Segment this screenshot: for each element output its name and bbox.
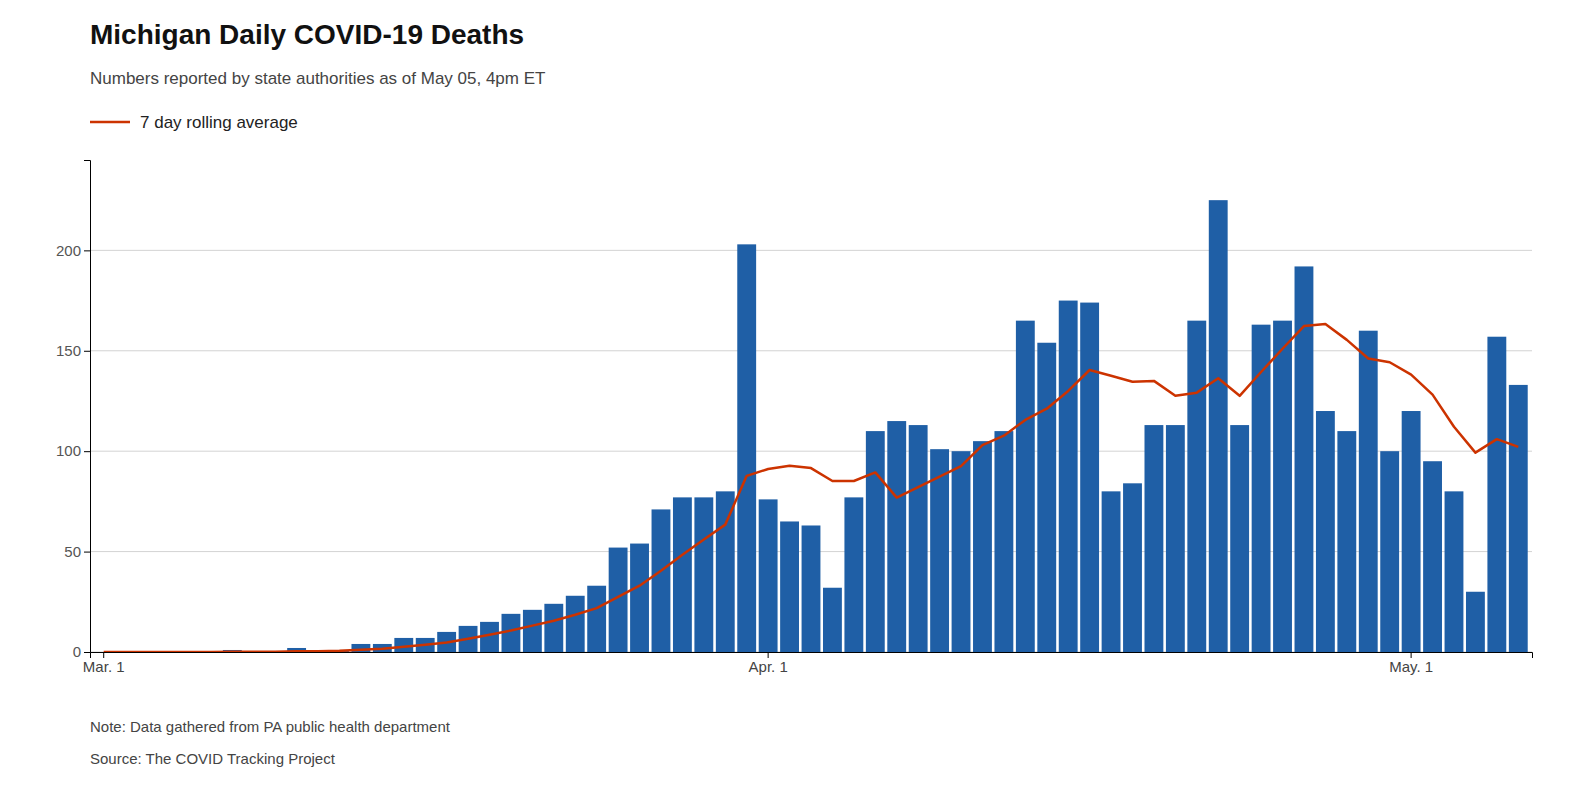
bar — [1423, 461, 1442, 652]
title: Michigan Daily COVID-19 Deaths — [90, 19, 524, 50]
legend-label: 7 day rolling average — [140, 113, 298, 132]
y-tick: 100 — [56, 442, 90, 459]
y-tick-label: 150 — [56, 342, 81, 359]
bar — [1509, 385, 1528, 652]
plot-marks — [104, 200, 1528, 652]
bar — [1209, 200, 1228, 652]
bar — [1187, 321, 1206, 652]
bar — [1123, 483, 1142, 652]
bar — [1016, 321, 1035, 652]
bar — [652, 509, 671, 652]
bar — [1037, 343, 1056, 652]
bar — [1445, 491, 1464, 652]
y-tick-mark — [84, 552, 90, 553]
bar — [1316, 411, 1335, 652]
chart-svg: Michigan Daily COVID-19 Deaths Numbers re… — [0, 0, 1572, 792]
bar — [952, 451, 971, 652]
x-tick-label: Mar. 1 — [83, 658, 125, 675]
bar-series — [223, 200, 1528, 652]
y-tick-label: 50 — [64, 543, 81, 560]
annotation: Source: The COVID Tracking Project — [90, 750, 336, 767]
x-tick: May. 1 — [1389, 652, 1433, 675]
subtitle: Numbers reported by state authorities as… — [90, 69, 545, 88]
bar — [694, 497, 713, 652]
x-axis: Mar. 1 Apr. 1 May. 1 — [83, 652, 1533, 675]
y-tick-label: 200 — [56, 242, 81, 259]
bar — [716, 491, 735, 652]
bar — [1359, 331, 1378, 652]
grid-line — [90, 451, 1532, 452]
bar — [587, 586, 606, 652]
y-axis: 0 50 100 150 200 — [56, 161, 91, 661]
bar — [973, 441, 992, 652]
bar — [566, 596, 585, 652]
bar — [909, 425, 928, 652]
y-tick-mark — [84, 351, 90, 352]
legend: 7 day rolling average — [90, 113, 298, 132]
bar — [994, 431, 1013, 652]
bar — [1273, 321, 1292, 652]
y-tick-label: 100 — [56, 442, 81, 459]
x-tick-label: May. 1 — [1389, 658, 1433, 675]
bar — [1102, 491, 1121, 652]
grid-line — [90, 250, 1532, 251]
x-tick: Apr. 1 — [749, 652, 788, 675]
y-tick: 200 — [56, 242, 90, 259]
x-tick: Mar. 1 — [83, 652, 125, 675]
bar — [1466, 592, 1485, 652]
y-tick-mark — [84, 451, 90, 452]
chart-container: Michigan Daily COVID-19 Deaths Numbers re… — [0, 0, 1572, 792]
y-tick: 150 — [56, 342, 90, 359]
x-tick-label: Apr. 1 — [749, 658, 788, 675]
y-tick-label: 0 — [73, 643, 81, 660]
bar — [1059, 301, 1078, 652]
bar — [759, 499, 778, 652]
bar — [823, 588, 842, 652]
bar — [802, 525, 821, 652]
x-axis-line — [91, 653, 1533, 659]
y-tick-mark — [84, 250, 90, 251]
legend-item: 7 day rolling average — [90, 113, 298, 132]
bar — [1337, 431, 1356, 652]
annotation: Note: Data gathered from PA public healt… — [90, 718, 451, 735]
bar — [523, 610, 542, 652]
bar — [1166, 425, 1185, 652]
bar — [1402, 411, 1421, 652]
y-tick-mark — [84, 652, 90, 653]
bar — [544, 604, 563, 652]
bar — [1080, 303, 1099, 652]
bar — [1380, 451, 1399, 652]
bar — [887, 421, 906, 652]
legend-swatch — [90, 121, 130, 124]
y-tick: 50 — [64, 543, 90, 560]
grid — [90, 250, 1532, 652]
bar — [780, 521, 799, 652]
line — [104, 324, 1519, 652]
grid-line — [90, 350, 1532, 351]
bar — [844, 497, 863, 652]
bar — [630, 544, 649, 652]
bar — [737, 244, 756, 652]
bar — [866, 431, 885, 652]
bar — [673, 497, 692, 652]
bar — [1230, 425, 1249, 652]
bar — [1487, 337, 1506, 652]
y-axis-line — [84, 161, 91, 653]
bar — [1144, 425, 1163, 652]
